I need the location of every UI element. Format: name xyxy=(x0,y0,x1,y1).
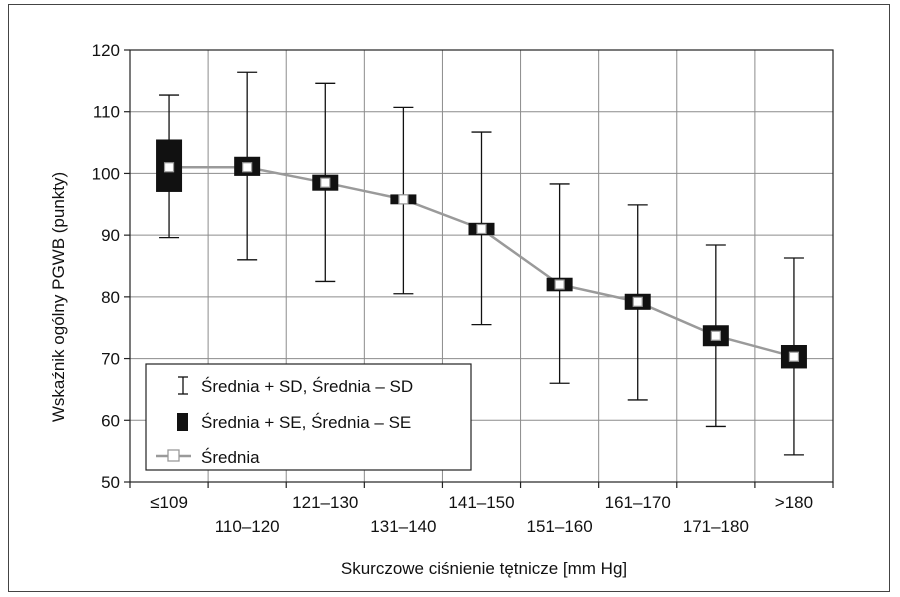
mean-point xyxy=(788,351,800,362)
legend-sd-icon xyxy=(178,376,188,395)
y-tick-label: 100 xyxy=(92,164,120,183)
mean-point xyxy=(320,177,331,188)
legend-se-icon xyxy=(177,413,188,431)
y-tick-label: 80 xyxy=(101,288,120,307)
x-tick-label: ≤109 xyxy=(150,493,188,512)
mean-point xyxy=(554,279,565,290)
x-tick-label: >180 xyxy=(775,493,813,512)
x-tick-label: 121–130 xyxy=(292,493,358,512)
y-tick-label: 110 xyxy=(93,103,120,122)
mean-point xyxy=(242,162,253,173)
y-tick-label: 120 xyxy=(92,41,120,60)
mean-point xyxy=(476,223,487,235)
legend: Średnia + SD, Średnia – SD Średnia + SE,… xyxy=(145,363,472,471)
legend-box xyxy=(145,363,472,471)
y-axis-title: Wskaźnik ogólny PGWB (punkty) xyxy=(49,172,68,422)
mean-point xyxy=(163,162,175,173)
x-tick-label: 171–180 xyxy=(683,517,749,536)
x-tick-label: 141–150 xyxy=(448,493,514,512)
x-axis-title: Skurczowe ciśnienie tętnicze [mm Hg] xyxy=(341,559,627,578)
x-tick-label: 151–160 xyxy=(527,517,593,536)
legend-label-sd: Średnia + SD, Średnia – SD xyxy=(201,377,413,396)
mean-point xyxy=(632,296,643,307)
legend-mean-icon xyxy=(156,449,191,462)
mean-point xyxy=(710,330,721,341)
legend-label-mean: Średnia xyxy=(201,448,260,467)
x-tick-label: 110–120 xyxy=(215,517,280,536)
mean-point xyxy=(398,194,409,205)
y-axis-ticks: 50 60 70 80 90 100 110 120 xyxy=(92,41,130,492)
chart-frame xyxy=(8,4,890,592)
plot-area xyxy=(129,49,834,483)
chart-marks xyxy=(156,71,807,456)
x-axis-ticks: ≤109 110–120 121–130 131–140 141–150 151–160 1… xyxy=(129,482,834,536)
y-tick-label: 60 xyxy=(101,411,120,430)
legend-label-se: Średnia + SE, Średnia – SE xyxy=(201,413,411,432)
y-tick-label: 90 xyxy=(101,226,120,245)
y-tick-label: 50 xyxy=(101,473,120,492)
x-tick-label: 161–170 xyxy=(605,493,671,512)
x-tick-label: 131–140 xyxy=(370,517,436,536)
y-tick-label: 70 xyxy=(101,350,120,369)
